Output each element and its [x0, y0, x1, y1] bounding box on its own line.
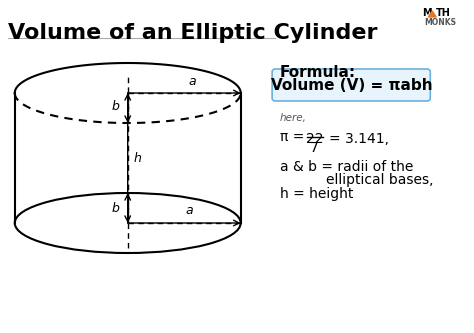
Polygon shape — [428, 11, 436, 17]
Text: b: b — [112, 100, 120, 113]
Text: a: a — [185, 204, 193, 217]
Text: 7: 7 — [310, 141, 319, 155]
Text: h = height: h = height — [280, 187, 353, 201]
Text: 22: 22 — [306, 132, 323, 146]
Text: h: h — [134, 152, 141, 165]
Text: elliptical bases,: elliptical bases, — [326, 173, 434, 187]
Text: Formula:: Formula: — [280, 65, 356, 80]
Text: a & b = radii of the: a & b = radii of the — [280, 160, 413, 174]
Text: Volume of an Elliptic Cylinder: Volume of an Elliptic Cylinder — [8, 23, 377, 43]
FancyBboxPatch shape — [272, 69, 430, 101]
Text: Volume (V) = πabh: Volume (V) = πabh — [271, 78, 432, 93]
Text: here,: here, — [280, 113, 307, 123]
Text: b: b — [112, 201, 120, 214]
Text: a: a — [188, 75, 196, 88]
Text: TH: TH — [436, 8, 451, 18]
Text: = 3.141,: = 3.141, — [329, 132, 389, 146]
Text: M: M — [422, 8, 432, 18]
Text: MONKS: MONKS — [424, 18, 456, 27]
Text: π =: π = — [280, 130, 309, 144]
